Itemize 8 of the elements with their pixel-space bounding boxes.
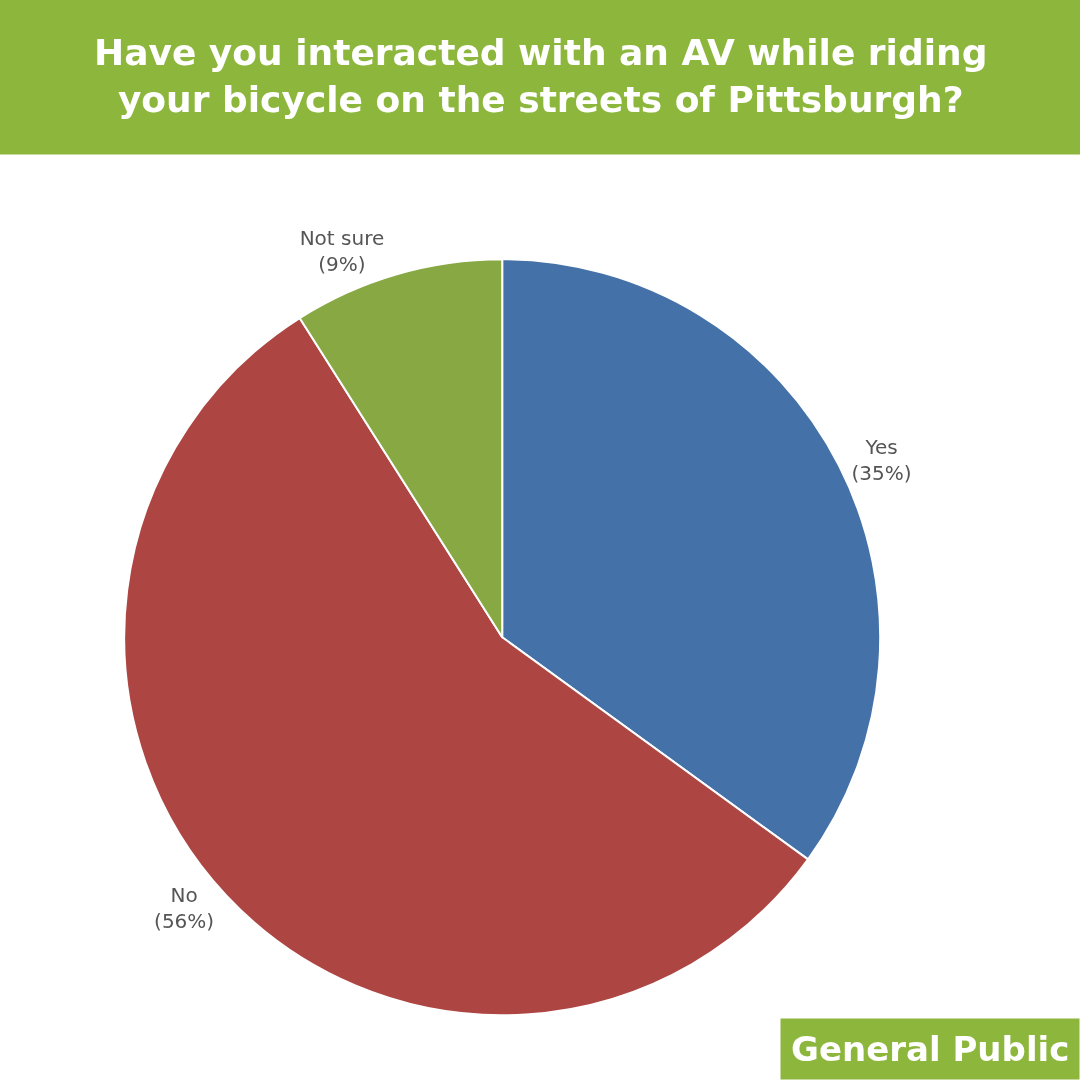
slice-label: Not sure <box>299 226 385 251</box>
data-label: (56%) <box>154 908 215 933</box>
slice-label: No <box>170 882 198 907</box>
slice-label: Yes <box>864 435 898 460</box>
text: General Public <box>791 1029 1070 1069</box>
data-label: (9%) <box>318 252 366 277</box>
data-label: (35%) <box>851 461 912 486</box>
chart-title: Have you interacted with an AV while riding your bicycle on the streets of Pittsburgh? <box>94 32 988 120</box>
